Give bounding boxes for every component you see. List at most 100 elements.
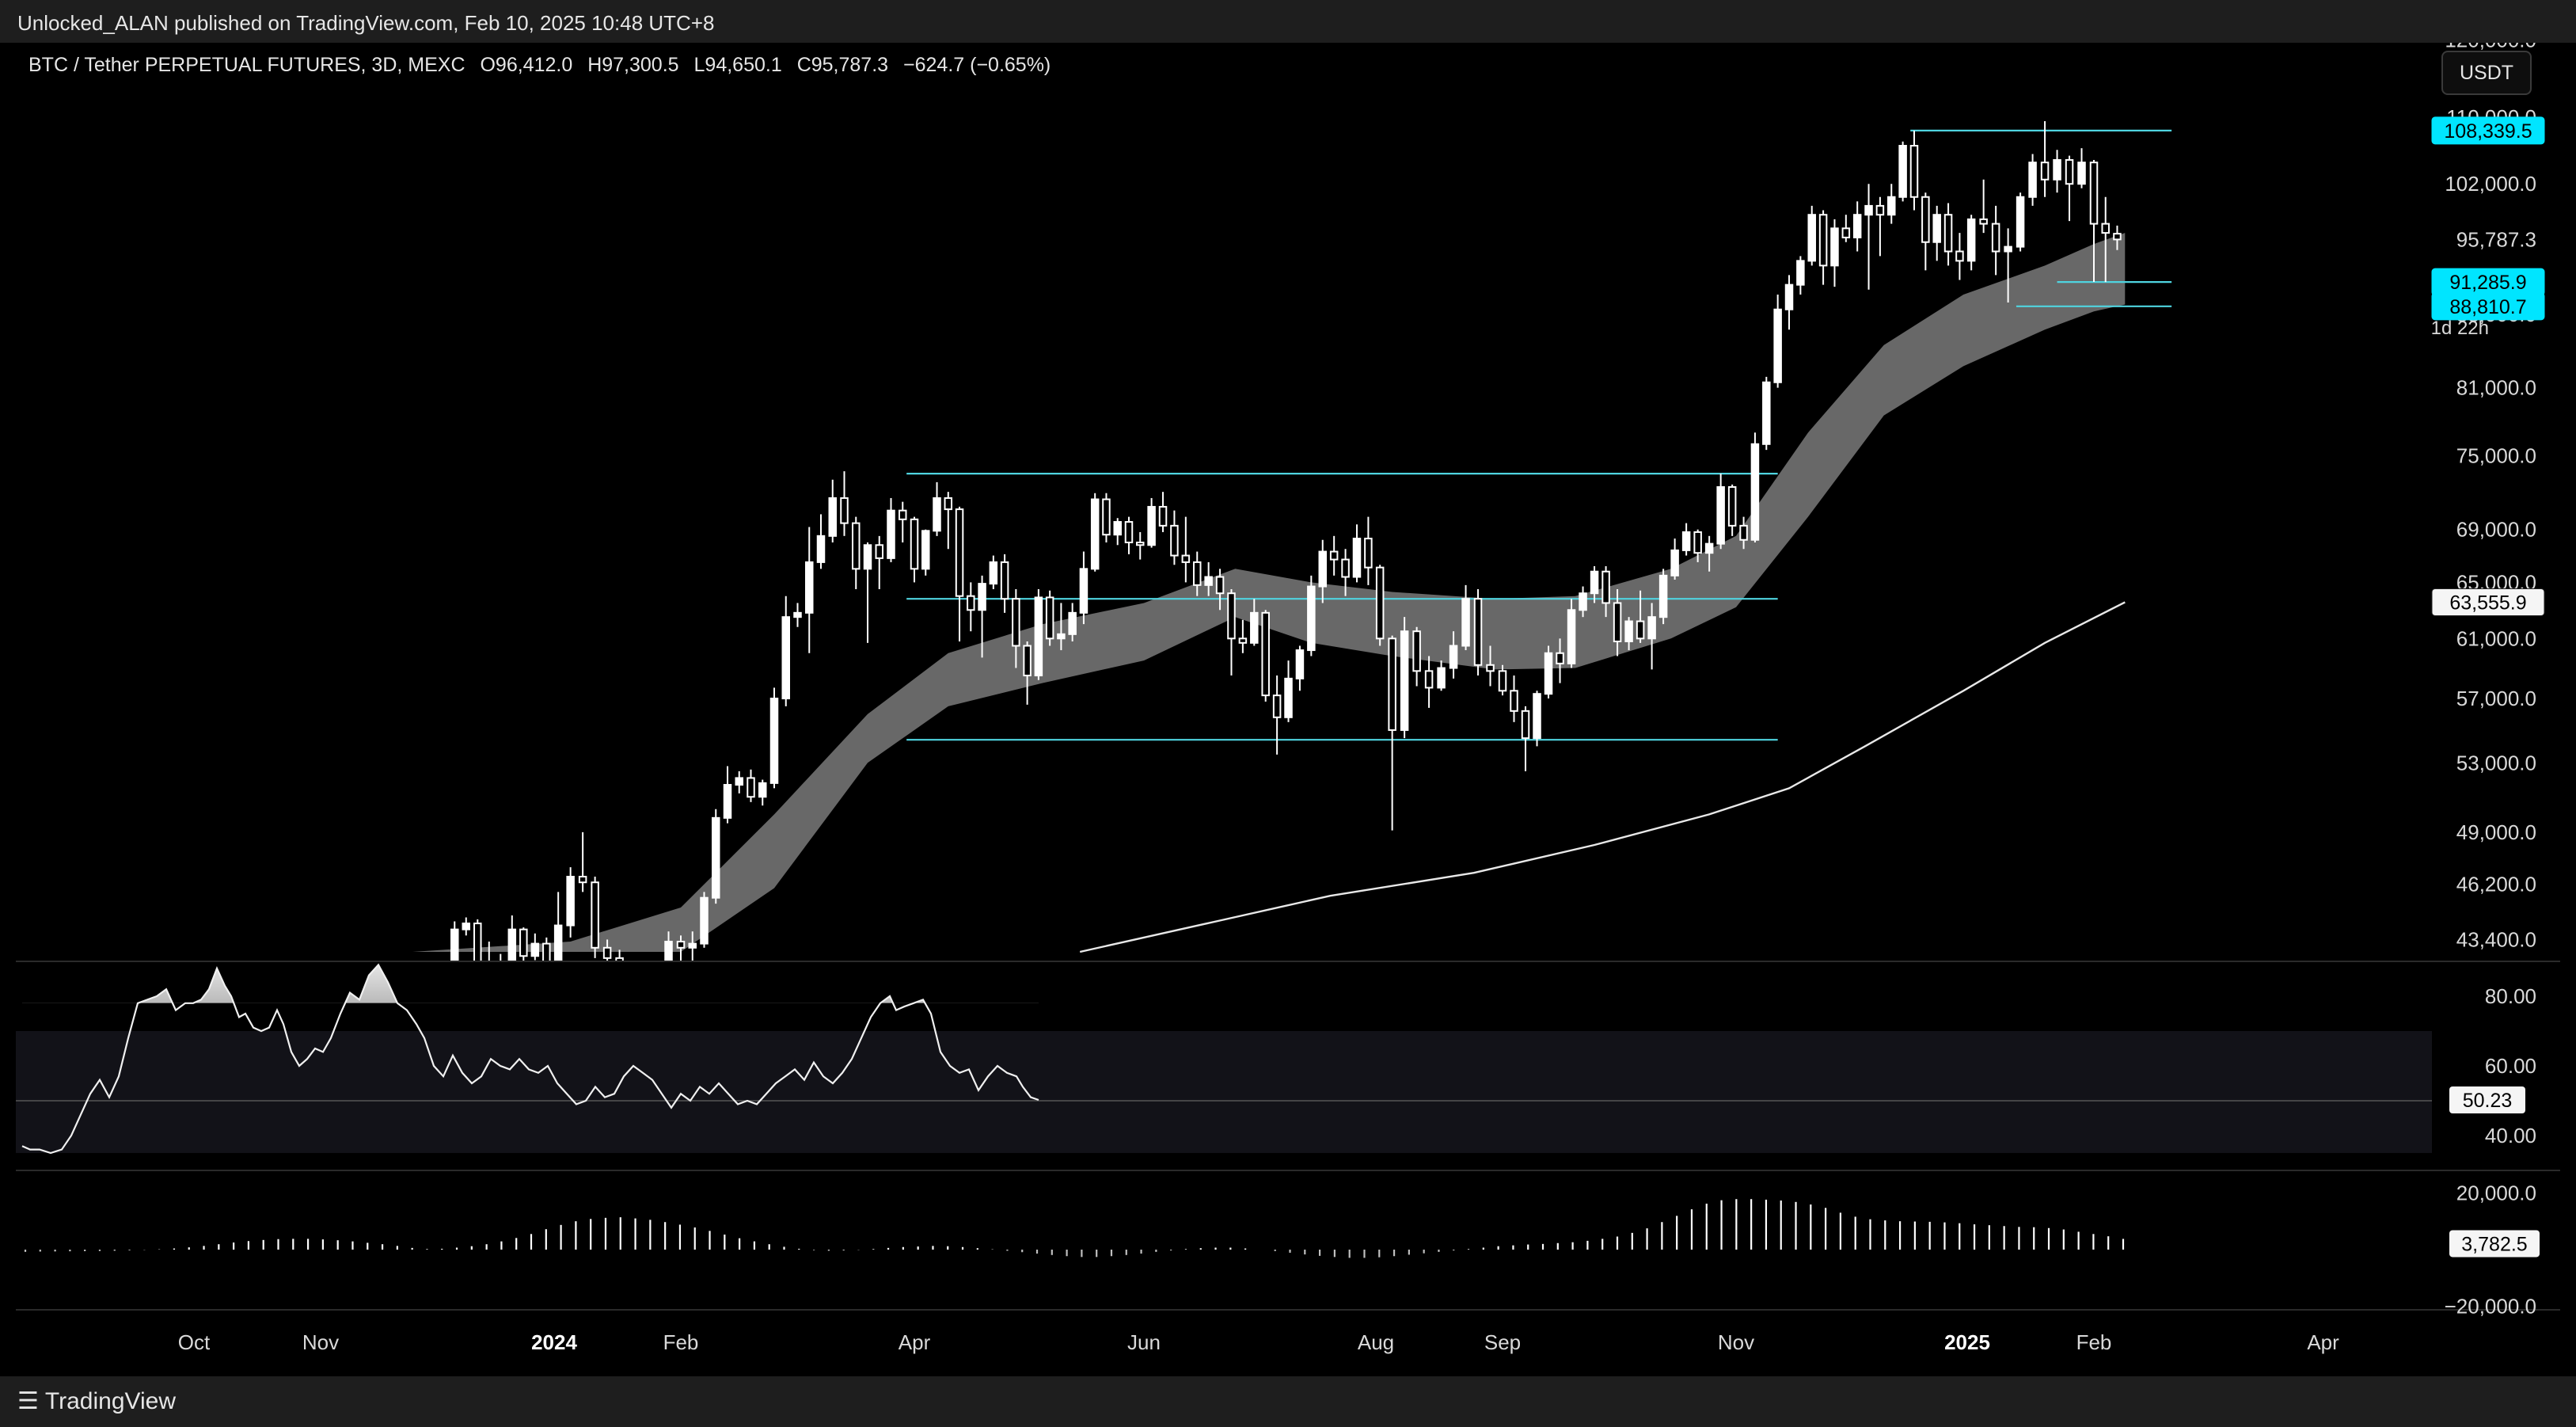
candle-body-50: [967, 595, 975, 611]
price-label-3: 63,555.9: [2449, 592, 2526, 614]
candle-body-49: [955, 508, 964, 597]
candle-body-63: [1113, 521, 1122, 536]
ohlc-high: H97,300.5: [587, 54, 679, 76]
price-tick-label-7: 69,000.0: [2456, 518, 2536, 542]
histogram-value-box: [2449, 1230, 2540, 1258]
candle-body-15: [553, 924, 563, 961]
candle-body-29: [723, 784, 732, 819]
candle-body-128: [1864, 204, 1873, 216]
candle-body-74: [1238, 637, 1248, 644]
candle-body-119: [1762, 381, 1771, 445]
ohlc-low: L94,650.1: [693, 54, 782, 76]
time-tick-label-1: Nov: [302, 1330, 339, 1354]
candle-body-1: [244, 1356, 251, 1362]
candle-body-89: [1412, 630, 1421, 672]
chart-area[interactable]: 120,000.0110,000.0102,000.095,787.388,00…: [16, 43, 2560, 1376]
candle-body-113: [1693, 531, 1702, 554]
candle-body-97: [1510, 690, 1518, 712]
candle-body-109: [1647, 616, 1656, 640]
time-tick-label-10: Feb: [2076, 1330, 2112, 1354]
candle-body-11: [507, 928, 517, 961]
candle-body-124: [1818, 214, 1828, 267]
candle-body-46: [921, 530, 930, 570]
ohlc-close: C95,787.3: [796, 54, 889, 76]
candle-body-16: [566, 876, 575, 927]
candle-body-138: [1979, 218, 1988, 225]
candle-body-21: [629, 977, 636, 986]
candle-body-39: [840, 497, 849, 524]
time-tick-label-2: 2024: [531, 1330, 577, 1354]
candle-body-148: [2101, 223, 2110, 234]
candle-body-127: [1852, 214, 1862, 238]
candle-body-107: [1624, 620, 1633, 642]
time-tick-label-11: Apr: [2307, 1330, 2339, 1354]
candle-body-26: [688, 942, 697, 949]
ohlc-change: −624.7 (−0.65%): [903, 54, 1051, 76]
price-tick-label-13: 46,200.0: [2456, 873, 2536, 896]
candle-body-132: [1909, 144, 1919, 198]
candle-body-137: [1966, 218, 1976, 262]
candle-body-30: [735, 777, 743, 786]
footer-bar: ☰ TradingView: [0, 1376, 2576, 1427]
rsi-value-box: [2449, 1086, 2525, 1113]
currency-button[interactable]: USDT: [2441, 51, 2532, 95]
candle-body-53: [1000, 561, 1009, 600]
time-tick-label-3: Feb: [663, 1330, 699, 1354]
candle-body-149: [2113, 233, 2122, 241]
candle-body-13: [530, 942, 540, 957]
candle-body-131: [1898, 144, 1907, 198]
candle-body-142: [2028, 162, 2037, 198]
candle-body-18: [591, 881, 599, 949]
published-text: Unlocked_ALAN published on TradingView.c…: [17, 11, 715, 35]
time-tick-label-8: Nov: [1718, 1330, 1754, 1354]
time-tick-label-0: Oct: [178, 1330, 211, 1354]
candle-body-78: [1284, 677, 1293, 718]
price-tick-label-5: 81,000.0: [2456, 376, 2536, 400]
candle-body-47: [933, 497, 941, 532]
candle-body-57: [1045, 596, 1054, 640]
candle-body-22: [640, 977, 648, 1012]
time-tick-label-5: Jun: [1127, 1330, 1161, 1354]
candle-body-10: [497, 962, 504, 984]
candle-body-69: [1181, 554, 1191, 563]
candle-body-120: [1773, 308, 1782, 383]
candle-body-144: [2053, 158, 2061, 181]
candle-body-140: [2004, 245, 2012, 253]
candle-body-43: [887, 509, 895, 559]
candle-body-35: [793, 611, 802, 618]
last-price-countdown: 1d 22h: [2431, 318, 2489, 339]
candle-body-105: [1601, 570, 1610, 604]
price-label-box-0: [2431, 116, 2545, 145]
rsi-tick-label-0: 80.00: [2485, 984, 2536, 1008]
moving-average-line: [1079, 601, 2126, 953]
candle-body-108: [1636, 620, 1645, 640]
candle-body-133: [1921, 196, 1930, 243]
rsi-tick-label-2: 40.00: [2485, 1124, 2536, 1147]
candle-body-14: [542, 942, 551, 961]
candle-body-80: [1307, 585, 1316, 652]
candle-body-71: [1204, 576, 1213, 586]
candle-body-66: [1147, 505, 1156, 546]
candle-body-90: [1424, 670, 1434, 689]
candle-body-94: [1473, 598, 1483, 666]
histogram-tick-label-1: −20,000.0: [2445, 1295, 2536, 1319]
candle-body-59: [1068, 611, 1077, 635]
tradingview-brand[interactable]: ☰ TradingView: [17, 1387, 176, 1415]
symbol-title[interactable]: BTC / Tether PERPETUAL FUTURES, 3D, MEXC: [28, 54, 465, 76]
candle-body-12: [519, 928, 528, 957]
candle-body-117: [1739, 524, 1748, 541]
candle-body-79: [1295, 649, 1305, 679]
candle-body-86: [1375, 566, 1385, 640]
candle-body-60: [1079, 568, 1089, 614]
candle-body-73: [1227, 592, 1236, 640]
chart-canvas[interactable]: 120,000.0110,000.0102,000.095,787.388,00…: [16, 43, 2560, 1376]
candle-body-23: [653, 966, 660, 1011]
candle-body-102: [1567, 609, 1576, 664]
brand-name: TradingView: [44, 1388, 176, 1414]
candle-body-27: [700, 896, 709, 945]
candle-body-34: [781, 616, 790, 700]
candle-body-44: [899, 509, 907, 520]
candle-body-141: [2016, 196, 2025, 248]
candle-body-134: [1932, 214, 1941, 243]
candle-body-38: [828, 497, 837, 537]
